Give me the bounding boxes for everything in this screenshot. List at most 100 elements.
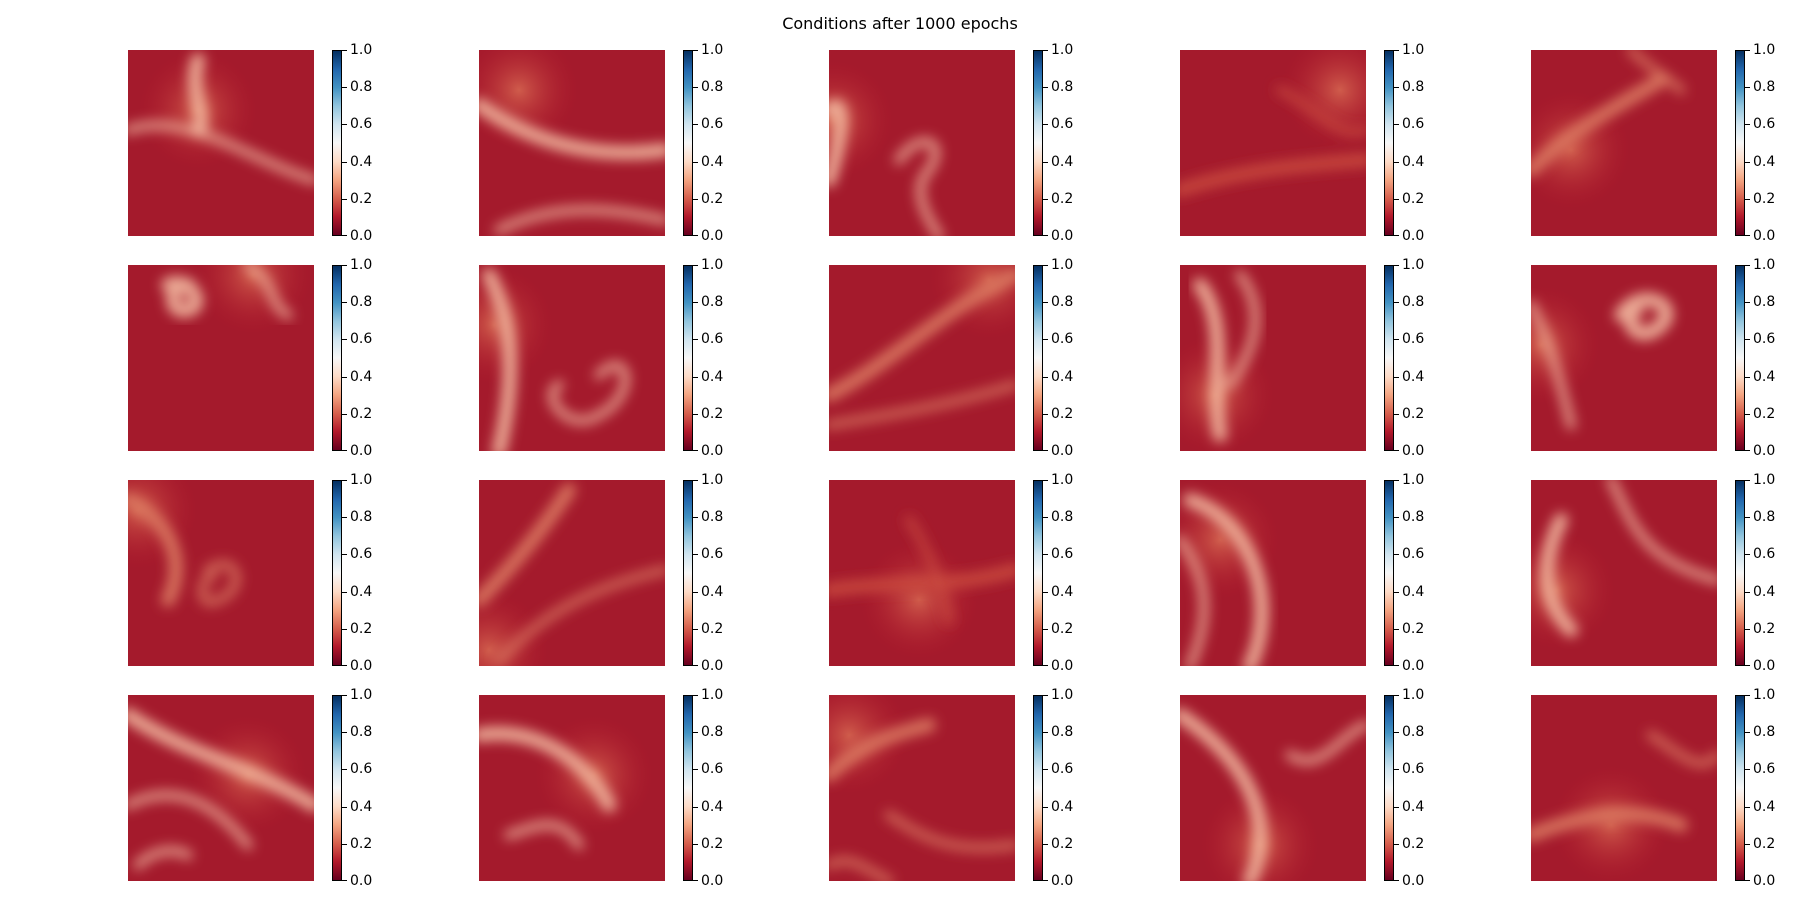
colorbar-tick xyxy=(342,124,347,126)
colorbar-tick xyxy=(1043,732,1048,734)
colorbar-tick-label: 1.0 xyxy=(350,42,373,58)
colorbar-tick xyxy=(342,50,347,51)
colorbar-tick-label: 0.0 xyxy=(701,228,724,244)
field-streak xyxy=(1531,300,1576,430)
colorbar-tick-label: 0.0 xyxy=(350,873,373,889)
colorbar-gradient xyxy=(1384,695,1394,881)
colorbar: 0.0 0.2 0.4 0.6 0.8 1.0 xyxy=(1033,258,1093,458)
colorbar-tick-label: 0.2 xyxy=(701,620,724,637)
colorbar: 0.0 0.2 0.4 0.6 0.8 1.0 xyxy=(1384,473,1444,673)
colorbar-tick xyxy=(1745,450,1750,451)
colorbar-tick-label: 0.2 xyxy=(701,835,724,852)
colorbar-tick xyxy=(342,480,347,481)
colorbar-tick-label: 1.0 xyxy=(1753,257,1776,273)
heatmap-image xyxy=(1180,695,1366,881)
heatmap-panel-r3-c1 xyxy=(128,480,314,666)
colorbar-tick xyxy=(1394,265,1399,266)
colorbar-tick xyxy=(342,880,347,881)
colorbar-tick-label: 1.0 xyxy=(1051,42,1074,58)
colorbar-tick xyxy=(1745,769,1750,771)
colorbar-tick xyxy=(1745,695,1750,696)
colorbar-tick-label: 1.0 xyxy=(350,472,373,488)
colorbar-tick-label: 0.2 xyxy=(350,620,373,637)
colorbar-tick-label: 0.6 xyxy=(701,331,724,348)
field-streak xyxy=(829,856,894,881)
colorbar-tick xyxy=(1394,50,1399,51)
colorbar-tick xyxy=(342,695,347,696)
field-streak xyxy=(829,99,848,187)
heatmap-image xyxy=(128,480,314,666)
colorbar-tick-label: 0.8 xyxy=(1402,294,1425,311)
colorbar-tick-label: 0.2 xyxy=(350,835,373,852)
colorbar-tick-label: 0.0 xyxy=(350,658,373,674)
colorbar: 0.0 0.2 0.4 0.6 0.8 1.0 xyxy=(332,688,392,888)
heatmap-panel-r2-c1 xyxy=(128,265,314,451)
colorbar-tick xyxy=(1394,591,1399,593)
field-streak xyxy=(1531,73,1668,177)
heatmap-image xyxy=(1180,265,1366,451)
heatmap-image xyxy=(128,265,314,451)
colorbar-tick xyxy=(342,87,347,89)
colorbar-gradient xyxy=(332,480,342,666)
colorbar-tick xyxy=(693,769,698,771)
colorbar-tick xyxy=(693,235,698,236)
colorbar-tick-label: 0.6 xyxy=(350,116,373,133)
colorbar: 0.0 0.2 0.4 0.6 0.8 1.0 xyxy=(1384,43,1444,243)
colorbar-gradient xyxy=(332,695,342,881)
colorbar-tick-label: 0.2 xyxy=(1753,405,1776,422)
heatmap-image xyxy=(479,695,665,881)
colorbar-tick-label: 0.6 xyxy=(1051,331,1074,348)
colorbar-tick xyxy=(1745,413,1750,415)
colorbar-tick xyxy=(1745,161,1750,163)
colorbar-tick-label: 0.6 xyxy=(1753,761,1776,778)
colorbar-tick xyxy=(693,480,698,481)
colorbar-tick-label: 0.4 xyxy=(1402,153,1425,170)
field-streak xyxy=(829,380,1015,430)
colorbar-tick-label: 1.0 xyxy=(701,42,724,58)
heatmap-image xyxy=(479,480,665,666)
field-bright-region xyxy=(479,590,549,666)
colorbar-tick xyxy=(1043,302,1048,304)
colorbar-tick xyxy=(342,665,347,666)
colorbar-tick xyxy=(1394,339,1399,341)
colorbar-tick xyxy=(693,161,698,163)
field-streak xyxy=(829,268,1015,402)
field-streak xyxy=(1614,292,1674,341)
colorbar-tick-label: 0.6 xyxy=(1402,761,1425,778)
heatmap-image xyxy=(829,265,1015,451)
colorbar-gradient xyxy=(332,265,342,451)
colorbar-tick-label: 0.4 xyxy=(350,153,373,170)
colorbar-tick-label: 0.8 xyxy=(701,294,724,311)
colorbar-tick-label: 0.0 xyxy=(1051,658,1074,674)
colorbar-tick-label: 0.2 xyxy=(1402,405,1425,422)
colorbar-tick-label: 0.0 xyxy=(1402,443,1425,459)
field-streak xyxy=(1540,513,1578,637)
heatmap-image xyxy=(829,50,1015,236)
field-streak xyxy=(197,559,241,607)
colorbar-tick-label: 0.2 xyxy=(1402,620,1425,637)
colorbar-gradient xyxy=(683,265,693,451)
colorbar: 0.0 0.2 0.4 0.6 0.8 1.0 xyxy=(1735,688,1795,888)
colorbar-tick-label: 0.4 xyxy=(701,153,724,170)
colorbar-tick-label: 0.8 xyxy=(1753,294,1776,311)
colorbar-tick xyxy=(1745,265,1750,266)
colorbar-tick-label: 0.8 xyxy=(1753,724,1776,741)
colorbar-tick-label: 0.0 xyxy=(1753,658,1776,674)
colorbar-gradient xyxy=(1033,265,1043,451)
colorbar-tick xyxy=(1745,87,1750,89)
colorbar: 0.0 0.2 0.4 0.6 0.8 1.0 xyxy=(1384,258,1444,458)
colorbar-tick-label: 0.4 xyxy=(701,583,724,600)
colorbar-tick-label: 1.0 xyxy=(1051,257,1074,273)
colorbar-tick-label: 1.0 xyxy=(701,687,724,703)
colorbar-tick xyxy=(1745,235,1750,236)
colorbar-tick-label: 0.0 xyxy=(1051,443,1074,459)
colorbar-tick xyxy=(693,806,698,808)
colorbar-tick xyxy=(342,302,347,304)
colorbar-tick-label: 0.0 xyxy=(701,658,724,674)
colorbar-tick xyxy=(1745,843,1750,845)
colorbar-gradient xyxy=(1735,480,1745,666)
colorbar-tick-label: 0.6 xyxy=(1753,331,1776,348)
colorbar-tick xyxy=(1043,628,1048,630)
colorbar-tick xyxy=(342,339,347,341)
